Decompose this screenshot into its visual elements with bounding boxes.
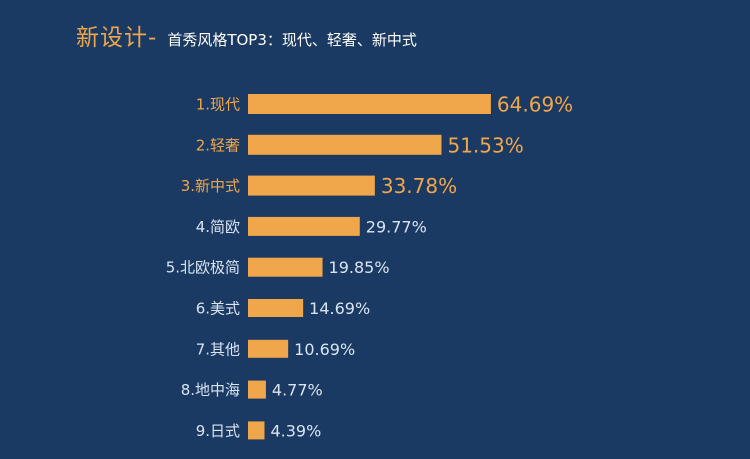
title-main: 新设计- (76, 25, 158, 51)
value-label: 10.69% (294, 340, 355, 359)
value-label: 64.69% (497, 93, 573, 117)
category-label: 6.美式 (196, 300, 240, 318)
bar (248, 216, 360, 236)
category-label: 3.新中式 (181, 177, 240, 195)
value-label: 33.78% (381, 174, 457, 198)
category-label: 5.北欧极简 (166, 259, 240, 277)
value-label: 19.85% (329, 258, 390, 277)
bar (248, 175, 375, 196)
bar (248, 257, 323, 277)
category-label: 8.地中海 (181, 381, 240, 399)
category-label: 9.日式 (196, 422, 240, 440)
category-label: 1.现代 (196, 96, 240, 114)
value-label: 4.77% (272, 381, 323, 400)
bar (248, 94, 491, 114)
category-label: 7.其他 (196, 340, 240, 358)
category-label: 2.轻奢 (196, 136, 240, 154)
title-subtitle: 首秀风格TOP3：现代、轻奢、新中式 (167, 31, 417, 49)
bar (248, 299, 304, 317)
value-label: 14.69% (309, 299, 370, 318)
bar (248, 421, 265, 440)
bar (248, 380, 266, 399)
value-label: 4.39% (270, 421, 321, 440)
chart-title: 新设计- 首秀风格TOP3：现代、轻奢、新中式 (76, 18, 417, 58)
bar (248, 134, 442, 155)
category-label: 4.简欧 (196, 218, 240, 236)
bar (248, 339, 289, 358)
value-label: 51.53% (447, 133, 523, 157)
value-label: 29.77% (366, 217, 427, 236)
